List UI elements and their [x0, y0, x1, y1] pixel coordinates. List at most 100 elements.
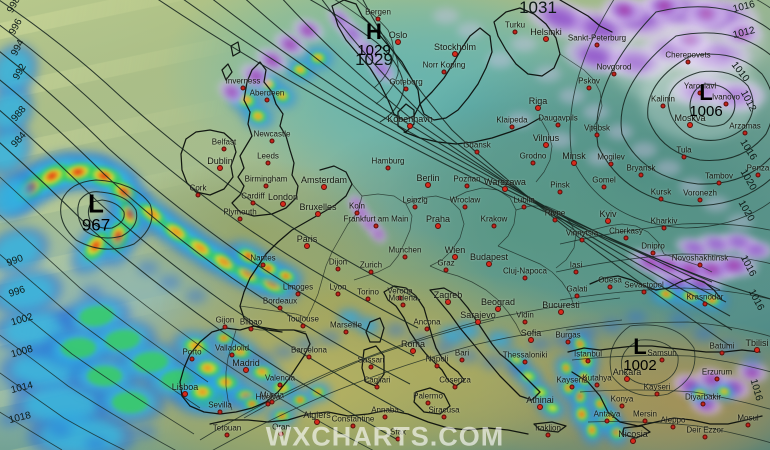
- city-marker: [425, 182, 431, 188]
- city-marker: [716, 180, 722, 186]
- city-marker: [365, 296, 371, 302]
- city-marker: [697, 90, 703, 96]
- city-marker: [295, 291, 301, 297]
- city-marker: [375, 16, 381, 22]
- city-marker: [642, 418, 648, 424]
- city-marker: [475, 319, 481, 325]
- city-marker: [407, 123, 413, 129]
- city-marker: [641, 289, 647, 295]
- city-marker: [280, 201, 286, 207]
- city-marker: [321, 184, 327, 190]
- city-marker: [719, 350, 725, 356]
- city-marker: [221, 146, 227, 152]
- city-marker: [565, 339, 571, 345]
- city-marker: [535, 105, 541, 111]
- pressure-centre-symbol: L: [88, 188, 104, 219]
- city-marker: [374, 384, 380, 390]
- pressure-centre-value: 967: [81, 215, 111, 235]
- city-marker: [397, 295, 403, 301]
- city-marker: [368, 364, 374, 370]
- city-marker: [605, 218, 611, 224]
- city-marker: [594, 382, 600, 388]
- city-marker: [452, 384, 458, 390]
- city-marker: [474, 149, 480, 155]
- city-marker: [638, 172, 644, 178]
- city-marker: [660, 103, 666, 109]
- city-marker: [400, 302, 406, 308]
- city-marker: [594, 132, 600, 138]
- city-marker: [685, 59, 691, 65]
- city-marker: [601, 184, 607, 190]
- city-marker: [742, 130, 748, 136]
- city-marker: [530, 160, 536, 166]
- city-marker: [300, 323, 306, 329]
- city-marker: [659, 357, 665, 363]
- city-marker: [512, 29, 518, 35]
- city-marker: [745, 422, 751, 428]
- city-marker: [425, 400, 431, 406]
- city-marker: [269, 138, 275, 144]
- pressure-centre-value: 1029: [357, 41, 391, 59]
- city-marker: [522, 359, 528, 365]
- city-marker: [681, 154, 687, 160]
- city-marker: [182, 391, 188, 397]
- city-marker: [189, 356, 195, 362]
- city-marker: [697, 197, 703, 203]
- pressure-centre-symbol: L: [699, 80, 713, 106]
- city-marker: [224, 432, 230, 438]
- city-marker: [260, 262, 266, 268]
- city-marker: [222, 324, 228, 330]
- city-marker: [579, 237, 585, 243]
- city-marker: [670, 424, 676, 430]
- city-marker: [571, 160, 577, 166]
- city-marker: [522, 275, 528, 281]
- city-marker: [217, 165, 223, 171]
- city-marker: [452, 51, 458, 57]
- city-marker: [528, 337, 534, 343]
- city-marker: [304, 243, 310, 249]
- city-marker: [385, 165, 391, 171]
- city-marker: [441, 414, 447, 420]
- city-marker: [395, 39, 401, 45]
- high-pressure-centre: H 1029: [357, 21, 391, 59]
- city-marker: [654, 391, 660, 397]
- city-marker: [714, 376, 720, 382]
- city-marker: [445, 299, 451, 305]
- city-marker: [502, 186, 508, 192]
- city-marker: [491, 223, 497, 229]
- city-marker: [278, 431, 284, 437]
- city-marker: [521, 204, 527, 210]
- city-marker: [754, 347, 760, 353]
- city-marker: [441, 69, 447, 75]
- city-marker: [434, 363, 440, 369]
- city-marker: [486, 261, 492, 267]
- low-pressure-centre: L 967: [81, 188, 111, 235]
- city-marker: [558, 309, 564, 315]
- city-marker: [265, 401, 271, 407]
- city-marker: [459, 357, 465, 363]
- city-marker: [335, 291, 341, 297]
- city-marker: [240, 85, 246, 91]
- city-marker: [464, 183, 470, 189]
- city-marker: [315, 211, 321, 217]
- pressure-centre-symbol: L: [633, 334, 647, 360]
- city-marker: [573, 269, 579, 275]
- city-marker: [687, 122, 693, 128]
- city-marker: [509, 124, 515, 130]
- city-marker: [630, 438, 636, 444]
- city-marker: [545, 432, 551, 438]
- city-marker: [250, 200, 256, 206]
- city-marker: [462, 204, 468, 210]
- city-marker: [658, 196, 664, 202]
- city-marker: [522, 319, 528, 325]
- city-marker: [264, 97, 270, 103]
- city-marker: [702, 301, 708, 307]
- city-marker: [611, 71, 617, 77]
- city-marker: [343, 329, 349, 335]
- city-marker: [623, 235, 629, 241]
- city-marker: [624, 376, 630, 382]
- city-marker: [402, 254, 408, 260]
- city-marker: [265, 160, 271, 166]
- city-marker: [195, 192, 201, 198]
